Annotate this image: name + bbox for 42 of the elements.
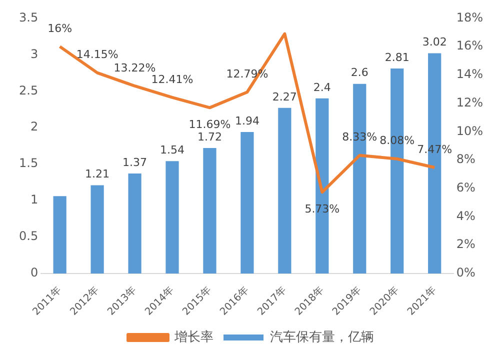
bar <box>203 148 216 274</box>
data-label: 1.54 <box>160 144 185 156</box>
bar <box>166 161 179 274</box>
data-label: 1.94 <box>234 114 260 128</box>
y2-tick-label: 6% <box>456 180 476 194</box>
y-tick-label: 2.5 <box>18 83 38 98</box>
y-tick-label: 0 <box>30 266 38 280</box>
bar <box>53 196 66 274</box>
y2-tick-label: 14% <box>456 67 483 82</box>
bar <box>90 185 104 274</box>
y-tick-label: 0.5 <box>18 229 38 244</box>
y2-tick-label: 4% <box>456 208 476 223</box>
y2-tick-label: 10% <box>456 124 483 138</box>
data-label: 2.4 <box>313 80 331 94</box>
y-tick-label: 3.5 <box>18 10 38 24</box>
y2-tick-label: 0% <box>456 266 476 280</box>
data-label: 16% <box>48 22 72 35</box>
legend-label: 增长率 <box>174 328 214 345</box>
y2-tick-label: 8% <box>456 152 476 166</box>
data-label: 1.72 <box>197 130 222 144</box>
bar <box>240 132 254 274</box>
data-label: 1.21 <box>85 168 110 181</box>
y-tick-label: 2 <box>30 120 38 134</box>
data-label: 11.69% <box>188 118 231 132</box>
data-label: 12.41% <box>151 72 194 86</box>
data-label: 13.22% <box>114 61 156 74</box>
data-label: 2.81 <box>384 50 410 64</box>
data-label: 14.15% <box>76 48 118 62</box>
y-tick-label: 1 <box>30 192 38 207</box>
legend-label: 汽车保有量，亿辆 <box>270 330 374 345</box>
bar <box>128 174 142 274</box>
bar <box>278 108 292 274</box>
data-label: 2.6 <box>350 66 368 80</box>
y-tick-label: 1.5 <box>18 156 38 170</box>
y-tick-label: 3 <box>30 46 38 61</box>
y2-tick-label: 18% <box>456 10 483 24</box>
y2-tick-label: 2% <box>456 237 476 252</box>
data-label: 3.02 <box>422 36 447 49</box>
data-label: 2.27 <box>272 90 297 104</box>
y2-tick-label: 16% <box>456 38 483 53</box>
y2-tick-label: 12% <box>456 95 483 110</box>
data-label: 1.37 <box>122 156 148 169</box>
